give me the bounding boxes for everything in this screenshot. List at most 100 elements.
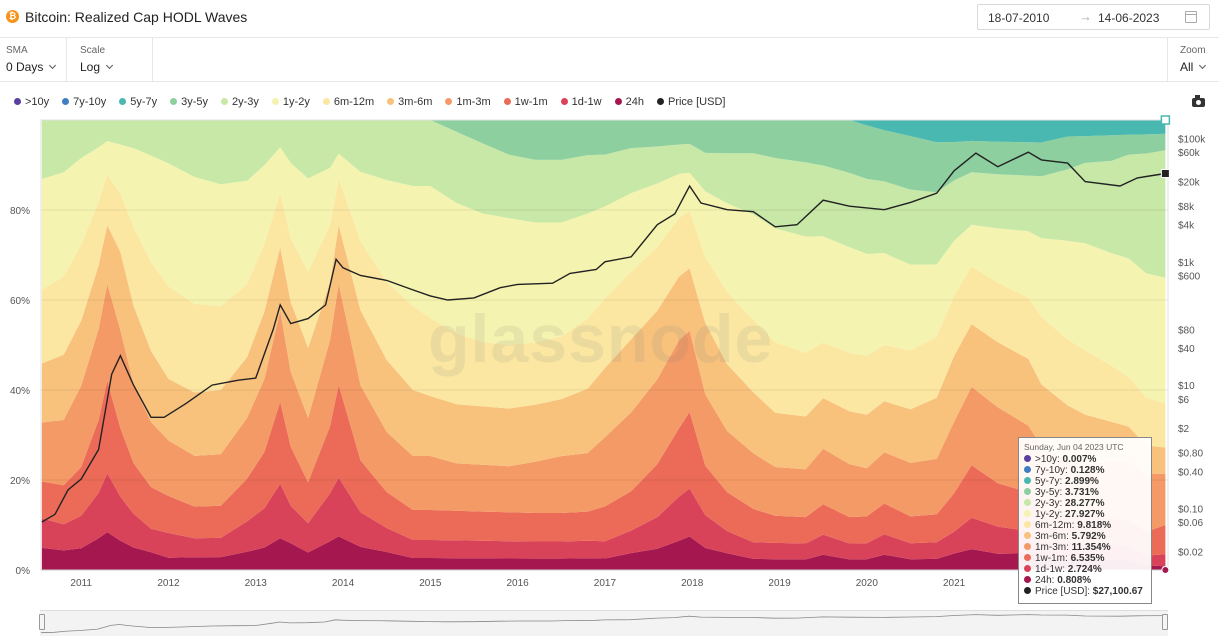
legend-dot-icon <box>387 98 395 105</box>
tooltip-value: 2.899% <box>1065 476 1099 487</box>
legend-label: 1d-1w <box>571 96 602 108</box>
legend-dot-icon <box>271 98 279 105</box>
x-tick-label: 2015 <box>419 578 442 589</box>
legend-label: 5y-7y <box>130 96 158 108</box>
legend-item[interactable]: 1m-3m <box>445 96 491 108</box>
area-series-6m12m <box>41 174 1166 448</box>
x-tick-label: 2018 <box>681 578 704 589</box>
price-tick-label: $0.40 <box>1178 467 1203 478</box>
tooltip-label: Price [USD]: <box>1035 586 1093 597</box>
area-series-1d1w <box>41 473 1166 567</box>
legend-item[interactable]: Price [USD] <box>656 96 725 108</box>
navigator-chart <box>40 614 1166 634</box>
price-line <box>41 151 1166 523</box>
y-tick-label: 40% <box>10 386 30 397</box>
tooltip-dot-icon <box>1024 554 1031 561</box>
tooltip-dot-icon <box>1024 521 1031 528</box>
legend-item[interactable]: 24h <box>614 96 644 108</box>
tooltip-row: Price [USD]: $27,100.67 <box>1024 586 1146 597</box>
scale-value[interactable]: Log <box>80 60 101 74</box>
navigator-left-handle[interactable] <box>39 614 45 630</box>
tooltip-row: 6m-12m: 9.818% <box>1024 520 1146 531</box>
sma-select[interactable]: SMA 0 Days <box>6 38 64 82</box>
tooltip-dot-icon <box>1024 488 1031 495</box>
date-range-picker[interactable]: 18-07-2010 → 14-06-2023 <box>977 4 1210 30</box>
watermark: glassnode <box>428 301 774 377</box>
tooltip-dot-icon <box>1024 543 1031 550</box>
tooltip-row: 3m-6m: 5.792% <box>1024 531 1146 542</box>
price-tick-label: $40 <box>1178 344 1195 355</box>
tooltip-row: >10y: 0.007% <box>1024 454 1146 465</box>
legend-dot-icon <box>614 98 622 105</box>
tooltip-value: 5.792% <box>1071 531 1106 542</box>
chart-tooltip: Sunday, Jun 04 2023 UTC >10y: 0.007% 7y-1… <box>1018 437 1152 604</box>
header: ₿ Bitcoin: Realized Cap HODL Waves 18-07… <box>0 0 1219 38</box>
price-tick-label: $0.80 <box>1178 449 1203 460</box>
tooltip-label: >10y: <box>1035 454 1063 465</box>
scale-label: Scale <box>80 45 106 56</box>
legend-dot-icon <box>119 98 127 105</box>
tooltip-label: 7y-10y: <box>1035 465 1071 476</box>
y-tick-label: 60% <box>10 296 30 307</box>
scale-select[interactable]: Scale Log <box>80 38 140 82</box>
plot-frame <box>40 119 1169 571</box>
range-navigator[interactable] <box>40 610 1168 636</box>
area-series-5y7y <box>41 120 1166 143</box>
divider <box>1167 38 1168 82</box>
tooltip-value: 0.808% <box>1057 575 1092 586</box>
legend-item[interactable]: 3m-6m <box>387 96 432 108</box>
tooltip-row: 1m-3m: 11.354% <box>1024 542 1146 553</box>
legend-item[interactable]: 1d-1w <box>560 96 602 108</box>
bitcoin-icon: ₿ <box>6 10 19 23</box>
legend-label: 1w-1m <box>514 96 548 108</box>
zoom-value[interactable]: All <box>1180 60 1194 74</box>
y-tick-label: 0% <box>16 566 31 577</box>
date-end-input[interactable]: 14-06-2023 <box>1098 11 1160 25</box>
tooltip-value: $27,100.67 <box>1092 586 1143 597</box>
tooltip-dot-icon <box>1024 565 1031 572</box>
legend-item[interactable]: 3y-5y <box>170 96 208 108</box>
chart-legend: >10y 7y-10y 5y-7y 3y-5y 2y-3y 1y-2y 6m-12m 3m-6… <box>14 96 738 112</box>
price-tick-label: $80 <box>1178 325 1195 336</box>
legend-item[interactable]: 1w-1m <box>503 96 548 108</box>
legend-label: 6m-12m <box>333 96 375 108</box>
price-end-marker <box>1160 169 1170 179</box>
hodl-waves-chart: 0% 20% 40% 60% 80% $0.02 $0.06 $0.10 $0.40 $0.80 $… <box>10 115 1206 589</box>
calendar-icon[interactable] <box>1185 11 1197 23</box>
top-series-marker <box>1160 115 1171 125</box>
legend-item[interactable]: >10y <box>14 96 49 108</box>
arrow-right-icon: → <box>1079 9 1092 24</box>
sma-value[interactable]: 0 Days <box>6 60 44 74</box>
legend-item[interactable]: 5y-7y <box>119 96 157 108</box>
legend-dot-icon <box>62 98 70 105</box>
tooltip-date: Sunday, Jun 04 2023 UTC <box>1024 442 1124 452</box>
tooltip-dot-icon <box>1024 455 1031 462</box>
bottom-series-marker <box>1161 566 1170 574</box>
legend-label: >10y <box>25 96 50 108</box>
legend-dot-icon <box>322 98 330 105</box>
legend-item[interactable]: 7y-10y <box>62 96 106 108</box>
legend-item[interactable]: 6m-12m <box>322 96 375 108</box>
price-tick-label: $4k <box>1178 221 1195 232</box>
tooltip-dot-icon <box>1024 477 1031 484</box>
tooltip-row: 5y-7y: 2.899% <box>1024 476 1146 487</box>
legend-label: 3m-6m <box>398 96 433 108</box>
legend-item[interactable]: 2y-3y <box>221 96 259 108</box>
chevron-down-icon <box>105 61 114 70</box>
area-series-3y5y <box>41 120 1166 193</box>
legend-dot-icon <box>560 98 568 105</box>
legend-dot-icon <box>503 98 511 105</box>
camera-icon[interactable] <box>1192 95 1205 107</box>
price-tick-label: $0.02 <box>1178 547 1203 558</box>
zoom-select[interactable]: Zoom All <box>1180 38 1216 82</box>
legend-dot-icon <box>14 98 21 105</box>
legend-dot-icon <box>170 98 178 105</box>
legend-item[interactable]: 1y-2y <box>271 96 310 108</box>
date-start-input[interactable]: 18-07-2010 <box>988 11 1050 25</box>
navigator-right-handle[interactable] <box>1162 614 1168 630</box>
tooltip-value: 0.007% <box>1062 454 1097 465</box>
area-series-24h <box>41 532 1166 570</box>
tooltip-label: 1y-2y: <box>1035 509 1066 520</box>
legend-label: 7y-10y <box>73 96 107 108</box>
tooltip-label: 24h: <box>1035 575 1058 586</box>
